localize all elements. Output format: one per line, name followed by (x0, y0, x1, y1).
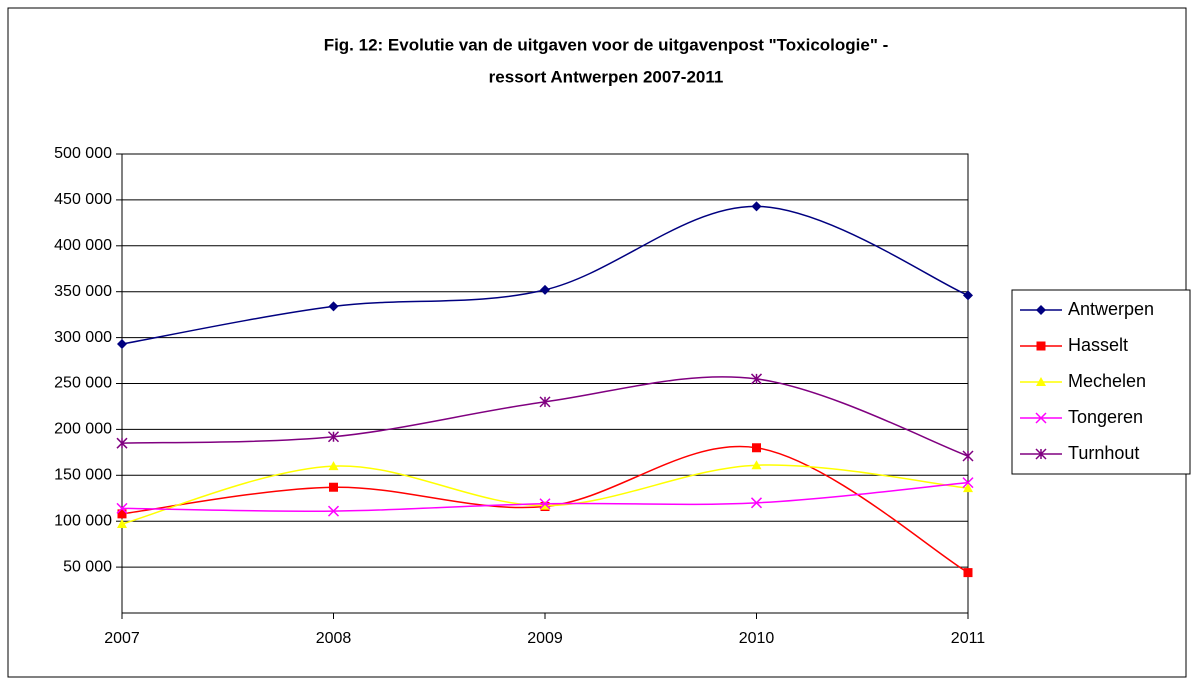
y-tick-label: 450 000 (54, 191, 112, 208)
marker (540, 284, 550, 295)
legend-label: Hasselt (1068, 335, 1128, 355)
y-tick-label: 150 000 (54, 467, 112, 484)
marker (327, 431, 340, 443)
y-tick-label: 300 000 (54, 329, 112, 346)
y-tick-label: 250 000 (54, 375, 112, 392)
legend-marker (1036, 305, 1046, 315)
marker (328, 461, 339, 471)
marker (539, 396, 551, 408)
marker (962, 477, 974, 489)
marker (328, 301, 339, 312)
y-tick-label: 100 000 (54, 512, 112, 529)
x-tick-label: 2010 (739, 630, 775, 647)
legend-marker (1035, 412, 1047, 424)
marker (751, 460, 762, 470)
legend-marker (1035, 448, 1047, 460)
chart-title: Fig. 12: Evolutie van de uitgaven voor d… (324, 35, 889, 54)
marker (117, 339, 127, 350)
y-tick-label: 50 000 (63, 558, 112, 575)
marker (539, 498, 551, 510)
marker (116, 502, 128, 514)
legend-label: Mechelen (1068, 371, 1146, 391)
marker (327, 505, 340, 517)
marker (963, 483, 973, 493)
marker (963, 290, 973, 301)
marker (329, 482, 338, 492)
marker (750, 373, 763, 385)
x-tick-label: 2011 (951, 630, 986, 647)
legend-label: Tongeren (1068, 407, 1143, 427)
y-tick-label: 400 000 (54, 237, 112, 254)
legend-marker (1036, 377, 1046, 386)
legend-label: Turnhout (1068, 443, 1139, 463)
x-tick-label: 2008 (316, 630, 352, 647)
x-tick-label: 2007 (104, 630, 140, 647)
y-tick-label: 200 000 (54, 421, 112, 438)
legend-marker (1036, 341, 1046, 351)
marker (116, 437, 128, 449)
y-tick-label: 500 000 (54, 145, 112, 162)
marker (540, 500, 550, 510)
marker (750, 497, 763, 509)
marker (963, 568, 973, 578)
marker (751, 201, 762, 212)
chart-title: ressort Antwerpen 2007-2011 (489, 67, 724, 86)
y-tick-label: 350 000 (54, 283, 112, 300)
marker (962, 450, 974, 462)
x-tick-label: 2009 (527, 630, 563, 647)
marker (117, 509, 127, 519)
legend-label: Antwerpen (1068, 299, 1154, 319)
chart-border (7, 7, 1187, 678)
marker (752, 443, 761, 453)
marker (117, 518, 127, 528)
